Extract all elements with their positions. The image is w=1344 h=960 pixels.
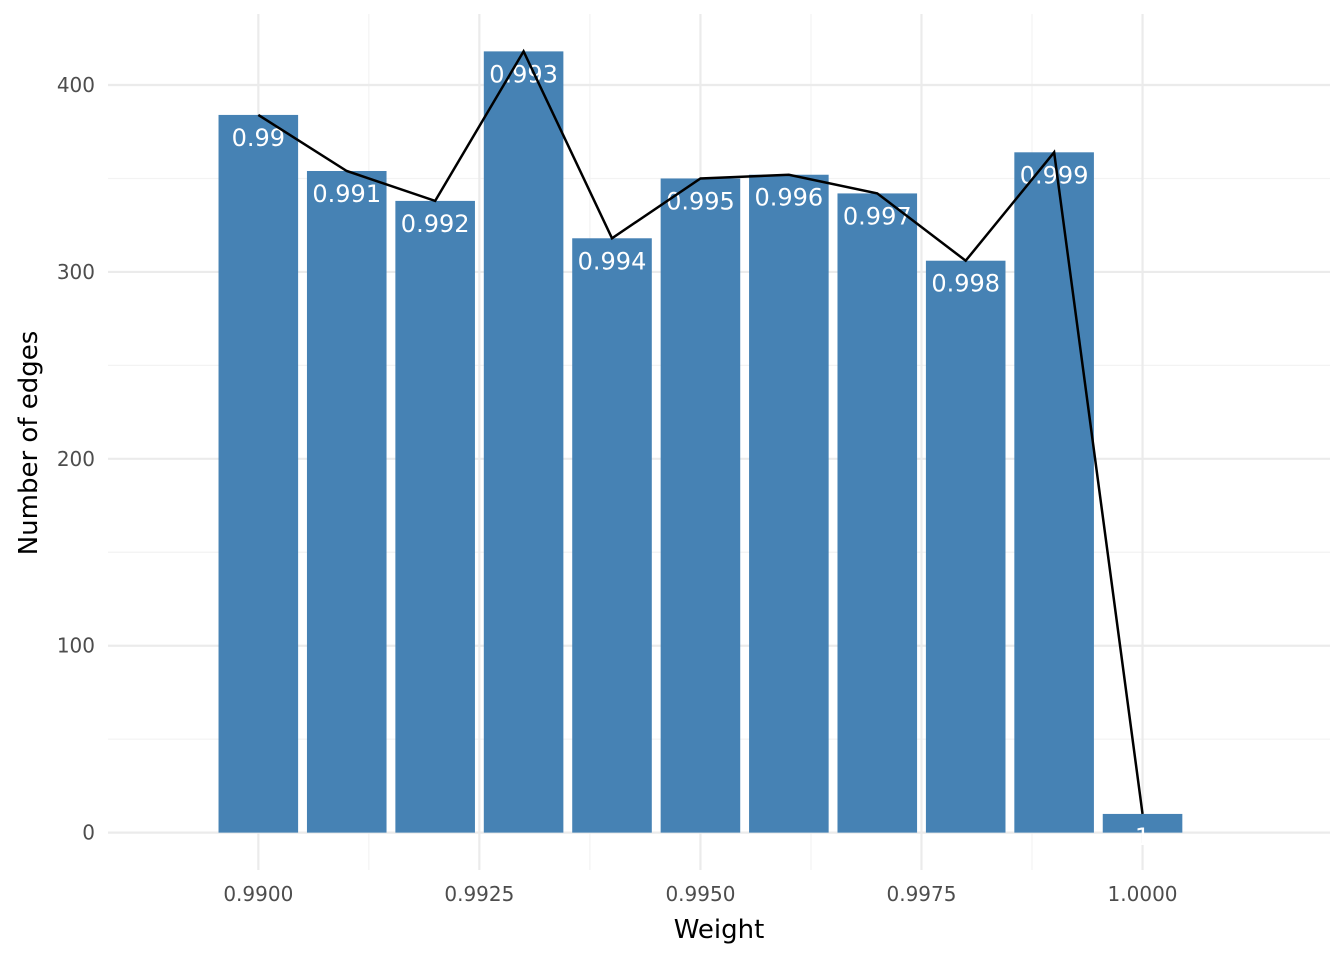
bar — [572, 238, 652, 833]
x-tick-label: 0.9900 — [223, 882, 293, 906]
x-tick-label: 0.9975 — [886, 882, 956, 906]
bar-label: 0.994 — [578, 247, 647, 275]
bar — [925, 260, 1006, 833]
x-tick-label: 0.9925 — [444, 882, 514, 906]
bar — [483, 51, 564, 833]
bar-label: 0.999 — [1020, 161, 1089, 189]
bar-label: 1 — [1135, 823, 1150, 851]
x-tick-label: 1.0000 — [1108, 882, 1178, 906]
bars — [218, 51, 1183, 833]
bar-label: 0.998 — [931, 270, 1000, 298]
y-tick-label: 400 — [57, 73, 95, 97]
bar-label: 0.996 — [754, 184, 823, 212]
y-axis-title: Number of edges — [14, 331, 44, 556]
y-tick-label: 300 — [57, 260, 95, 284]
bar — [1014, 152, 1094, 833]
trend-line — [257, 48, 1144, 815]
x-tick-label: 0.9950 — [665, 882, 735, 906]
bar — [395, 200, 475, 833]
bar — [306, 170, 387, 833]
y-tick-label: 200 — [57, 447, 95, 471]
bar-labels: 0.99 0.991 0.992 0.993 0.994 0.995 0.996 0.997 0… — [232, 60, 1151, 851]
bar-label: 0.997 — [843, 202, 912, 230]
y-tick-label: 100 — [57, 634, 95, 658]
bar-label: 0.99 — [232, 124, 285, 152]
x-axis-title: Weight — [674, 915, 765, 945]
bar-label: 0.992 — [401, 210, 470, 238]
bar — [660, 178, 741, 833]
bar — [749, 174, 829, 833]
x-axis-ticks: 0.9900 0.9925 0.9950 0.9975 1.0000 — [223, 882, 1177, 906]
bar-label: 0.995 — [666, 187, 735, 215]
bar — [1102, 813, 1183, 833]
bar — [218, 114, 299, 833]
bar-label: 0.993 — [489, 60, 558, 88]
y-tick-label: 0 — [82, 821, 95, 845]
bar — [837, 193, 918, 833]
y-axis-ticks: 0 100 200 300 400 — [57, 73, 95, 845]
bar-label: 0.991 — [312, 180, 381, 208]
